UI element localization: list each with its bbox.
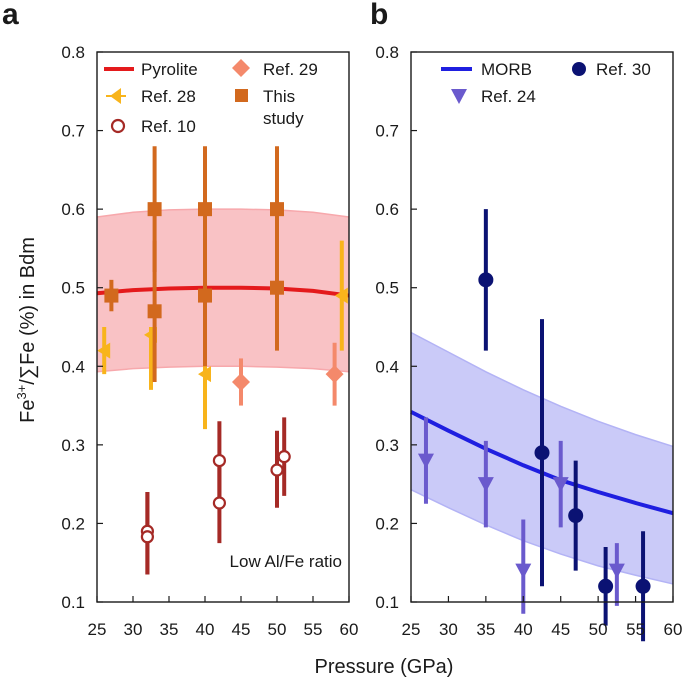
this-study-point <box>104 288 119 303</box>
ref-24-point <box>515 563 532 579</box>
legend-ref29-marker <box>232 59 250 77</box>
y-tick-label: 0.5 <box>375 279 399 298</box>
panel-a-frame <box>96 51 350 603</box>
pyrolite-uncertainty-band <box>97 209 349 372</box>
ref-30-point <box>635 578 651 594</box>
legend-pyrolite-label: Pyrolite <box>141 60 198 79</box>
this-study-point <box>270 202 284 217</box>
x-tick-label: 55 <box>304 620 323 639</box>
legend-ref30-marker <box>572 62 586 76</box>
ref-24-point <box>477 477 494 493</box>
x-tick-label: 30 <box>124 620 143 639</box>
y-tick-label: 0.3 <box>61 436 85 455</box>
this-study-point <box>270 280 284 295</box>
low-al-fe-annotation: Low Al/Fe ratio <box>230 552 342 571</box>
y-tick-label: 0.8 <box>61 43 85 62</box>
ref-10-point <box>140 530 154 544</box>
ref-29-point <box>325 365 344 384</box>
this-study-point <box>147 202 162 217</box>
legend-ref29-label: Ref. 29 <box>263 60 318 79</box>
y-tick-label: 0.6 <box>375 200 399 219</box>
ref-10-point <box>212 453 226 468</box>
ref-28-point <box>198 366 211 383</box>
this-study-point <box>198 288 212 303</box>
x-tick-label: 30 <box>439 620 458 639</box>
pyrolite-line-layer <box>96 285 350 298</box>
band-lower-edge <box>96 365 350 373</box>
y-tick-label: 0.3 <box>375 436 399 455</box>
ref-30-point <box>478 272 494 288</box>
panel-b-plot: 25 30 35 40 45 50 55 60 0.1 0.2 0.3 0.4 0.5 0.6 0.7 0.8… <box>375 43 682 642</box>
x-tick-label: 40 <box>514 620 533 639</box>
panel-label-a: a <box>2 0 19 31</box>
x-tick-label: 50 <box>589 620 608 639</box>
band-upper-edge <box>96 208 350 218</box>
panel-a-ticks: 25 30 35 40 45 50 55 60 0.1 0.2 0.3 0.4 0.5 0.6 0.7 0.8 <box>61 43 358 639</box>
ref-30-point <box>598 578 614 594</box>
ref-30-point <box>568 508 584 524</box>
y-tick-label: 0.7 <box>375 122 399 141</box>
legend-ref30-label: Ref. 30 <box>596 60 651 79</box>
legend-this-study-label-line2: study <box>263 109 304 128</box>
ref-29-point <box>232 373 250 391</box>
legend-ref24-marker <box>451 89 467 104</box>
legend-ref10-label: Ref. 10 <box>141 117 196 136</box>
y-tick-label: 0.2 <box>61 514 85 533</box>
x-tick-label: 60 <box>664 620 683 639</box>
x-tick-label: 45 <box>232 620 251 639</box>
y-axis-label: Fe3+/∑Fe (%) in Bdm <box>14 237 39 423</box>
x-tick-label: 40 <box>196 620 215 639</box>
x-tick-label: 50 <box>268 620 287 639</box>
ref-28-point <box>334 287 348 304</box>
y-tick-label: 0.1 <box>375 593 399 612</box>
pyrolite-model-line <box>96 285 350 298</box>
ref-24-point <box>608 563 625 579</box>
legend-ref28-label: Ref. 28 <box>141 87 196 106</box>
legend-ref24-label: Ref. 24 <box>481 87 536 106</box>
panel-label-b: b <box>370 0 388 31</box>
y-tick-label: 0.1 <box>61 593 85 612</box>
x-tick-label: 55 <box>626 620 645 639</box>
x-tick-label: 25 <box>402 620 421 639</box>
ref-28-point <box>97 342 111 359</box>
y-tick-label: 0.8 <box>375 43 399 62</box>
pyrolite-band-layer <box>96 208 350 373</box>
legend-this-study-label-line1: This <box>263 87 295 106</box>
x-tick-label: 25 <box>88 620 107 639</box>
panel-b-frame <box>410 51 674 603</box>
y-tick-label: 0.2 <box>375 514 399 533</box>
ref-10-point <box>212 496 226 510</box>
y-tick-label: 0.7 <box>61 122 85 141</box>
x-axis-label: Pressure (GPa) <box>315 656 454 678</box>
ref-24-point <box>552 477 569 493</box>
panel-b-legend: MORB Ref. 24 Ref. 30 <box>441 60 651 106</box>
y-tick-label: 0.5 <box>61 279 85 298</box>
this-study-point <box>147 304 162 319</box>
y-tick-label: 0.4 <box>375 357 399 376</box>
ref-10-point <box>277 450 291 464</box>
x-tick-label: 35 <box>476 620 495 639</box>
x-tick-label: 35 <box>160 620 179 639</box>
legend-morb-label: MORB <box>481 60 532 79</box>
ref-24-point <box>417 453 434 469</box>
panel-a-plot: 25 30 35 40 45 50 55 60 0.1 0.2 0.3 0.4 0.5 0.6 0.7 0.8… <box>61 43 358 639</box>
x-tick-label: 60 <box>340 620 359 639</box>
panel-a-legend: Pyrolite Ref. 28 Ref. 10 Ref. 29 This st… <box>104 59 318 136</box>
ref-10-point <box>270 463 284 477</box>
y-tick-label: 0.4 <box>61 357 85 376</box>
x-tick-label: 45 <box>551 620 570 639</box>
legend-this-study-marker <box>235 89 248 102</box>
y-tick-label: 0.6 <box>61 200 85 219</box>
panel-b-ticks: 25 30 35 40 45 50 55 60 0.1 0.2 0.3 0.4 0.5 0.6 0.7 0.8 <box>375 43 682 639</box>
ref-30-point <box>534 445 550 461</box>
panel-b-data-layer <box>417 209 651 642</box>
this-study-point <box>198 202 212 217</box>
legend-ref10-marker <box>110 118 126 134</box>
panel-a-data-layer <box>97 146 348 575</box>
